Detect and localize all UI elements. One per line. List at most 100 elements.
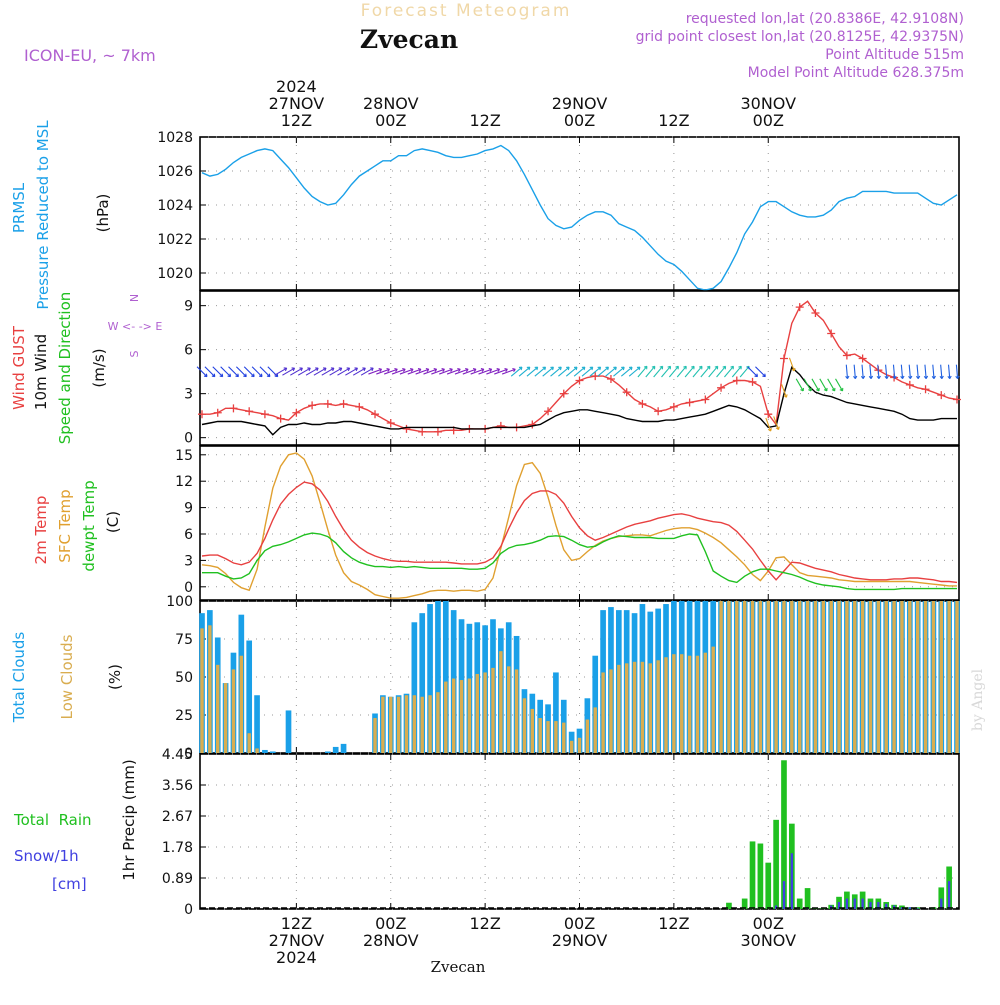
wind-arrow (885, 364, 888, 379)
top-tick-label: 00Z (375, 111, 406, 130)
wind-arrow-head (860, 375, 866, 379)
bottom-tick-label: 00Z (564, 914, 595, 933)
point-altitude: Point Altitude 515m (825, 47, 964, 63)
low-cloud-bar (821, 601, 826, 753)
gust-marker (811, 309, 820, 317)
bottom-tick-label: 00Z (753, 914, 784, 933)
wind-arrow-head (417, 367, 422, 373)
low-cloud-bar (782, 601, 786, 753)
wind-ytick-label: 3 (184, 387, 193, 403)
low-cloud-bar (569, 740, 574, 753)
wind-arrow (637, 365, 648, 378)
gust-marker (260, 410, 269, 419)
wind-arrow-head (636, 366, 641, 371)
wind-arrow-head (884, 375, 889, 379)
total-cloud-bar (285, 710, 292, 753)
cloud-label-total: Total Clouds (10, 632, 28, 724)
low-cloud-bar (837, 601, 841, 753)
total-cloud-bar (427, 604, 433, 753)
wind-arrow (337, 367, 350, 376)
wind-arrow-head (667, 365, 672, 370)
wind-arrow-head (504, 367, 508, 373)
wind-arrow-head (775, 426, 780, 431)
temp-panel: 0 3 6 9 12 15 (175, 445, 960, 601)
low-cloud-bar (687, 655, 692, 753)
wind-arrow (613, 366, 625, 377)
wind-arrow (510, 366, 523, 377)
wind-arrow-head (706, 365, 711, 370)
bottom-tick-label: 27NOV (269, 931, 325, 950)
low-cloud-bar (499, 651, 503, 753)
pressure-ytick-label: 1024 (157, 198, 193, 214)
wind-arrow-head (955, 375, 960, 379)
bottom-tick-label: 28NOV (363, 931, 419, 950)
wind-arrow-head (815, 387, 820, 392)
wind-arrow-head (823, 387, 828, 392)
low-cloud-bar (609, 669, 613, 753)
wind-arrow (597, 366, 609, 377)
low-cloud-bar (648, 663, 652, 753)
low-cloud-bar (892, 601, 896, 753)
wind-arrow (321, 367, 335, 376)
wind-arrow (259, 366, 271, 378)
precip-label-rain: Total Rain (13, 811, 92, 829)
wind-arrow (542, 366, 554, 377)
low-cloud-bar (467, 678, 472, 753)
footer-location: Zvecan (431, 958, 486, 976)
wind-arrow-head (480, 367, 485, 373)
wind-arrow (620, 366, 633, 377)
gust-marker (323, 399, 332, 408)
wind-arrow-head (315, 367, 319, 372)
temp-ytick-label: 0 (184, 580, 193, 596)
wind-arrow-head (876, 375, 881, 379)
low-cloud-bar (695, 655, 700, 753)
gust-marker (701, 395, 710, 404)
wind-arrow-head (845, 375, 850, 379)
wind-arrow-head (947, 375, 952, 379)
total-cloud-bar (332, 746, 339, 753)
gust-marker (732, 376, 741, 385)
total-cloud-bar (435, 601, 441, 753)
top-tick-label: 12Z (469, 111, 500, 130)
temp-ytick-label: 3 (184, 553, 193, 569)
wind-labels: Wind GUST 10m Wind Speed and Direction (… (10, 292, 162, 445)
low-cloud-bar (860, 601, 865, 753)
snow-bar (948, 881, 951, 909)
wind-arrow (290, 367, 303, 376)
total-cloud-bar (419, 613, 426, 753)
gust-marker (717, 383, 726, 392)
gust-marker (559, 389, 568, 398)
wind-arrow (692, 365, 703, 378)
wind-arrow-head (299, 367, 303, 372)
precip-ytick-label: 0.89 (162, 871, 193, 887)
bottom-tick-label: 2024 (276, 948, 317, 967)
wind-arrow-head (831, 387, 836, 392)
wind-arrow-head (425, 367, 430, 373)
low-cloud-bar (939, 601, 943, 753)
snow-bar (940, 898, 943, 909)
wind-arrow (765, 417, 772, 432)
snow-bar (869, 902, 872, 909)
low-cloud-bar (451, 678, 456, 753)
low-cloud-bar (664, 657, 668, 753)
temp-label-dewpt: dewpt Temp (80, 480, 98, 571)
wind-arrow (352, 367, 366, 376)
total-cloud-bar (262, 749, 268, 753)
wind-arrow (908, 364, 911, 379)
gust-marker (685, 398, 694, 407)
wind-arrow-head (542, 366, 547, 371)
low-cloud-bar (389, 696, 393, 753)
wind-arrow (399, 368, 414, 375)
low-cloud-bar (617, 664, 621, 753)
top-tick-label: 00Z (564, 111, 595, 130)
dewpt-line (202, 532, 957, 591)
low-cloud-bar (947, 601, 951, 753)
wind-label-10m: 10m Wind (32, 334, 50, 410)
wind-arrow-head (338, 367, 343, 372)
gust-marker (292, 408, 301, 417)
wind-arrow-head (581, 366, 586, 371)
wind-arrow-head (691, 365, 695, 370)
gust-marker (276, 414, 285, 423)
low-cloud-bar (813, 601, 818, 753)
